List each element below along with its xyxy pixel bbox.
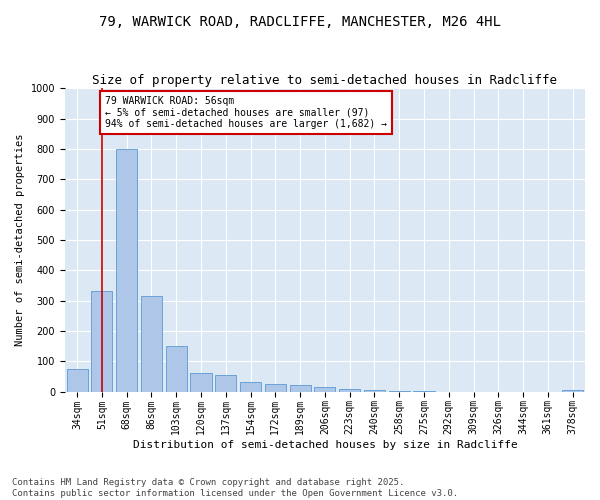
- Bar: [265, 384, 286, 392]
- Bar: [240, 382, 261, 392]
- Bar: [91, 292, 112, 392]
- Y-axis label: Number of semi-detached properties: Number of semi-detached properties: [15, 134, 25, 346]
- Bar: [314, 387, 335, 392]
- Bar: [290, 386, 311, 392]
- Text: 79 WARWICK ROAD: 56sqm
← 5% of semi-detached houses are smaller (97)
94% of semi: 79 WARWICK ROAD: 56sqm ← 5% of semi-deta…: [105, 96, 387, 129]
- Bar: [364, 390, 385, 392]
- Bar: [562, 390, 583, 392]
- Bar: [67, 369, 88, 392]
- Bar: [215, 375, 236, 392]
- Bar: [339, 388, 360, 392]
- Bar: [389, 391, 410, 392]
- Text: 79, WARWICK ROAD, RADCLIFFE, MANCHESTER, M26 4HL: 79, WARWICK ROAD, RADCLIFFE, MANCHESTER,…: [99, 15, 501, 29]
- Title: Size of property relative to semi-detached houses in Radcliffe: Size of property relative to semi-detach…: [92, 74, 557, 87]
- Bar: [190, 374, 212, 392]
- X-axis label: Distribution of semi-detached houses by size in Radcliffe: Distribution of semi-detached houses by …: [133, 440, 517, 450]
- Text: Contains HM Land Registry data © Crown copyright and database right 2025.
Contai: Contains HM Land Registry data © Crown c…: [12, 478, 458, 498]
- Bar: [116, 149, 137, 392]
- Bar: [166, 346, 187, 392]
- Bar: [141, 296, 162, 392]
